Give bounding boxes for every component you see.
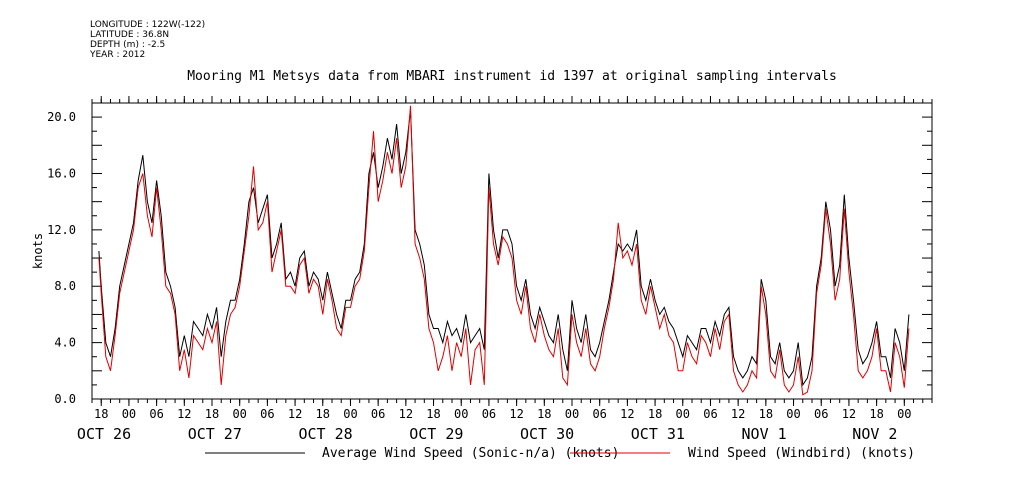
x-tick-label: 00: [676, 407, 690, 421]
latitude-text: LATITUDE : 36.8N: [90, 30, 170, 40]
x-day-label: OCT 30: [520, 425, 574, 443]
x-tick-label: 06: [260, 407, 274, 421]
x-day-label: NOV 2: [852, 425, 897, 443]
x-tick-label: 18: [648, 407, 662, 421]
year-text: YEAR : 2012: [90, 50, 146, 60]
x-tick-label: 18: [316, 407, 330, 421]
metadata-block: LONGITUDE : 122W(-122) LATITUDE : 36.8N …: [90, 20, 205, 60]
x-tick-label: 00: [122, 407, 136, 421]
x-tick-label: 00: [786, 407, 800, 421]
legend-label-average-wind: Average Wind Speed (Sonic-n/a) (knots): [322, 446, 619, 461]
x-tick-label: 12: [842, 407, 856, 421]
x-day-label: NOV 1: [742, 425, 787, 443]
x-day-label: OCT 27: [188, 425, 242, 443]
x-tick-label: 00: [565, 407, 579, 421]
x-day-label: OCT 26: [77, 425, 131, 443]
y-tick-label: 16.0: [47, 166, 76, 180]
legend: Average Wind Speed (Sonic-n/a) (knots) W…: [205, 446, 915, 461]
x-tick-label: 00: [343, 407, 357, 421]
x-day-label: OCT 29: [409, 425, 463, 443]
x-tick-label: 18: [869, 407, 883, 421]
y-tick-label: 12.0: [47, 223, 76, 237]
x-tick-label: 00: [897, 407, 911, 421]
depth-text: DEPTH (m) : -2.5: [90, 40, 166, 50]
axis-ticks: 18 00 06 12 18 00 06 12 18 00 06 12 18 00 06 12 18 00 06 12…: [47, 96, 933, 443]
x-tick-label: 06: [371, 407, 385, 421]
x-day-label: OCT 31: [631, 425, 685, 443]
series-line-average-wind-speed: [98, 109, 910, 387]
y-tick-label: 20.0: [47, 110, 76, 124]
x-tick-label: 12: [288, 407, 302, 421]
y-tick-label: 8.0: [54, 279, 76, 293]
y-tick-label: 0.0: [54, 392, 76, 406]
y-axis-label: knots: [31, 233, 45, 269]
y-tick-label: 4.0: [54, 336, 76, 350]
x-tick-label: 06: [703, 407, 717, 421]
x-day-label: OCT 28: [298, 425, 352, 443]
plot-frame: [91, 102, 933, 400]
x-tick-label: 00: [454, 407, 468, 421]
x-tick-label: 18: [94, 407, 108, 421]
x-tick-label: 18: [759, 407, 773, 421]
x-tick-label: 12: [620, 407, 634, 421]
longitude-text: LONGITUDE : 122W(-122): [90, 20, 206, 30]
x-tick-label: 18: [205, 407, 219, 421]
x-tick-label: 18: [426, 407, 440, 421]
x-tick-label: 06: [814, 407, 828, 421]
x-tick-label: 00: [232, 407, 246, 421]
legend-label-windbird: Wind Speed (Windbird) (knots): [688, 446, 915, 461]
x-tick-label: 06: [149, 407, 163, 421]
x-tick-label: 12: [731, 407, 745, 421]
chart-title: Mooring M1 Metsys data from MBARI instru…: [187, 69, 837, 84]
x-tick-label: 12: [509, 407, 523, 421]
x-tick-label: 12: [399, 407, 413, 421]
x-tick-label: 18: [537, 407, 551, 421]
x-tick-label: 12: [177, 407, 191, 421]
x-tick-label: 06: [592, 407, 606, 421]
series-layer: [98, 105, 910, 396]
x-tick-label: 06: [482, 407, 496, 421]
series-line-windbird-wind-speed: [98, 105, 910, 396]
